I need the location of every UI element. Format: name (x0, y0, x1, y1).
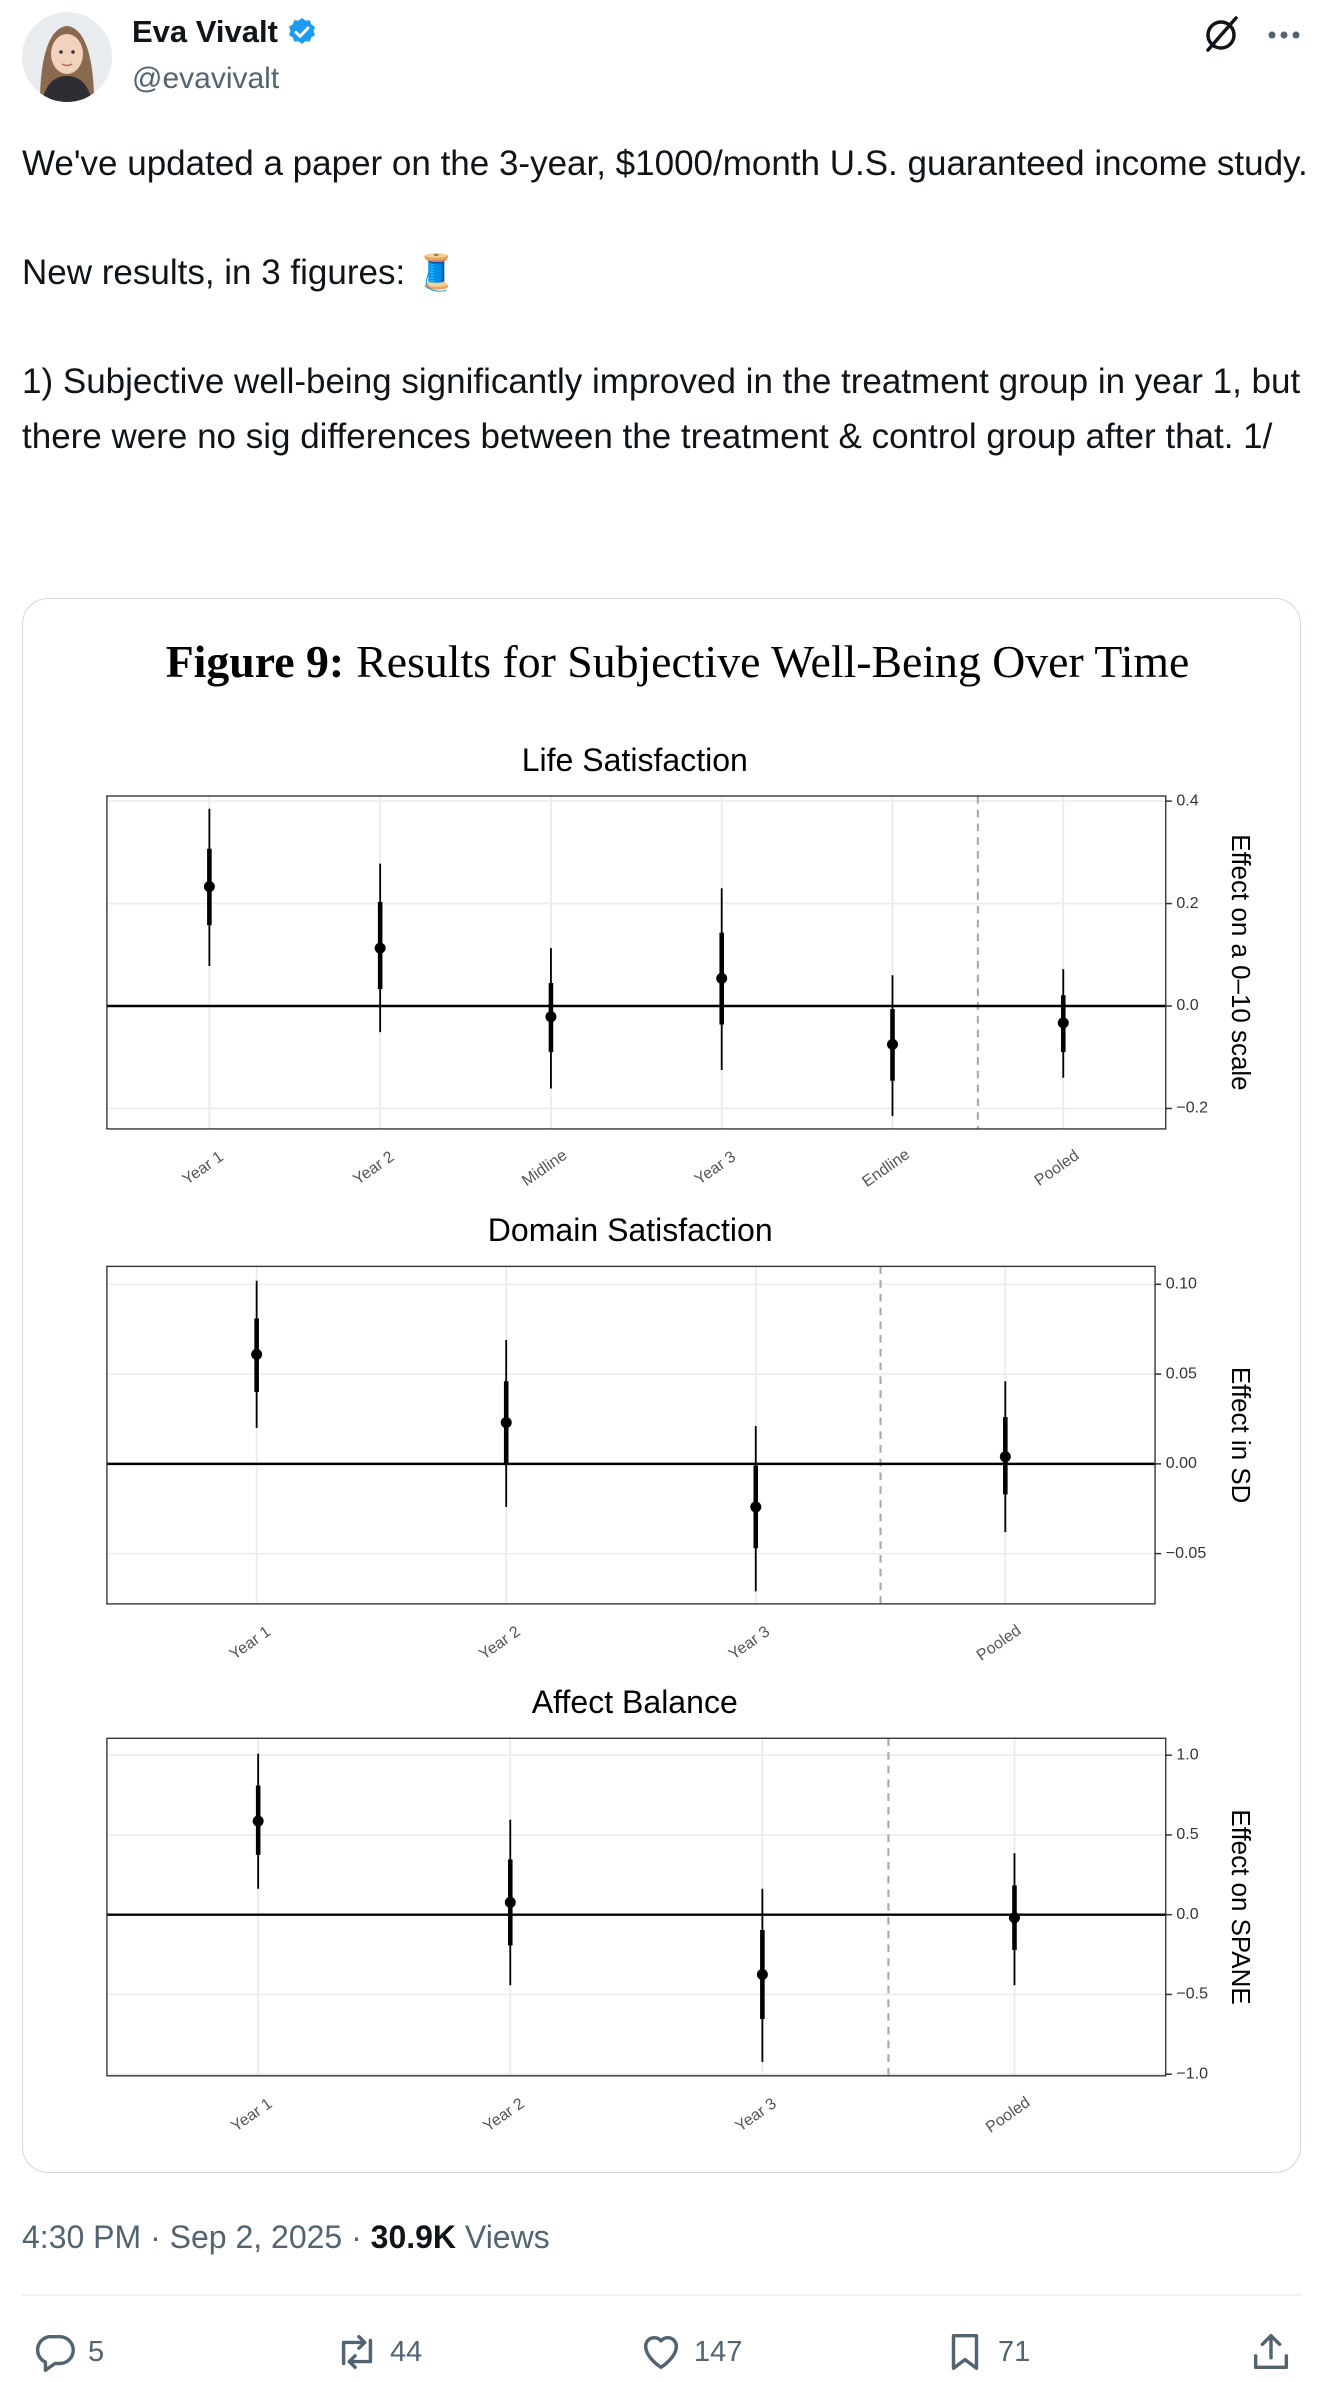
x-tick-label: Midline (518, 1146, 570, 1190)
point-estimate (1008, 1912, 1020, 1924)
y-tick-label: 0.0 (1176, 1905, 1198, 1923)
separator: · (150, 2219, 161, 2255)
like-count: 147 (694, 2335, 743, 2368)
divider (22, 2294, 1302, 2296)
grok-icon[interactable] (1206, 16, 1238, 52)
name-row[interactable]: Eva Vivalt (132, 14, 318, 50)
y-axis-label: Effect on a 0–10 scale (1226, 834, 1254, 1090)
author-name[interactable]: Eva Vivalt (132, 14, 278, 49)
x-tick-label: Year 2 (350, 1147, 398, 1188)
paragraph: We've updated a paper on the 3-year, $10… (22, 144, 1308, 183)
x-tick-label: Year 3 (691, 1147, 739, 1188)
plot-background (106, 1738, 1166, 2076)
y-tick-label: −0.2 (1176, 1099, 1208, 1117)
x-tick-label: Year 1 (226, 1622, 274, 1663)
point-estimate (999, 1451, 1011, 1463)
paragraph: New results, in 3 figures: 🧵 (22, 253, 459, 292)
x-tick-label: Year 1 (179, 1147, 227, 1188)
like-icon (643, 2335, 679, 2370)
plot-frame (106, 795, 1167, 1130)
point-estimate (374, 942, 386, 954)
x-tick-label: Year 2 (480, 2094, 528, 2135)
y-tick-label: 0.0 (1176, 996, 1198, 1014)
point-estimate (716, 972, 728, 984)
point-estimate (1057, 1017, 1069, 1029)
x-tick-label: Year 3 (732, 2094, 780, 2135)
y-tick-label: −0.05 (1166, 1544, 1207, 1562)
share-icon (1253, 2333, 1289, 2370)
x-tick-label: Pooled (1031, 1146, 1082, 1189)
figure-title-text: Results for Subjective Well-Being Over T… (356, 636, 1189, 687)
point-estimate (251, 1348, 263, 1360)
x-tick-label: Endline (859, 1145, 913, 1190)
point-estimate (750, 1501, 762, 1513)
y-tick-label: 0.4 (1176, 791, 1198, 809)
author-handle[interactable]: @evavivalt (132, 62, 280, 95)
paragraph: 1) Subjective well-being significantly i… (22, 362, 1301, 456)
point-estimate (887, 1038, 898, 1050)
y-tick-label: 0.5 (1176, 1825, 1198, 1843)
tweet-text: We've updated a paper on the 3-year, $10… (22, 137, 1317, 519)
point-estimate (203, 881, 215, 893)
bookmark-count: 71 (998, 2335, 1031, 2368)
plot-background (106, 796, 1166, 1129)
views-count: 30.9K (370, 2219, 457, 2255)
more-icon[interactable] (1268, 31, 1300, 39)
point-estimate (500, 1417, 512, 1429)
x-tick-label: Year 3 (725, 1622, 773, 1663)
verified-badge (288, 18, 315, 44)
x-tick-label: Pooled (973, 1621, 1024, 1664)
y-tick-label: 1.0 (1176, 1745, 1198, 1763)
point-estimate (504, 1896, 516, 1908)
repost-icon (341, 2334, 373, 2370)
like-button[interactable]: 147 (638, 2326, 742, 2378)
x-tick-label: Year 2 (476, 1622, 524, 1663)
bookmark-button[interactable]: 71 (942, 2326, 1030, 2378)
panel-title: Affect Balance (532, 1684, 738, 1720)
reply-count: 5 (88, 2335, 105, 2368)
figure-label: Figure 9: (166, 636, 344, 687)
y-tick-label: −0.5 (1176, 1985, 1208, 2003)
views-label: Views (464, 2219, 550, 2255)
panel-title: Domain Satisfaction (488, 1212, 773, 1248)
figure-title: Figure 9: Results for Subjective Well-Bei… (166, 636, 1190, 687)
y-axis-label: Effect on SPANE (1226, 1809, 1254, 2004)
share-button[interactable] (1248, 2326, 1294, 2378)
y-tick-label: 0.05 (1166, 1364, 1197, 1382)
point-estimate (545, 1011, 557, 1023)
y-tick-label: 0.2 (1176, 894, 1198, 912)
top-icons (1206, 16, 1300, 52)
y-tick-label: 0.10 (1166, 1275, 1197, 1293)
tweet-meta: 4:30 PM · Sep 2, 2025 · 30.9K Views (22, 2210, 550, 2264)
separator: · (351, 2219, 362, 2255)
reply-button[interactable]: 5 (32, 2326, 104, 2378)
plot-background (106, 1266, 1156, 1604)
figure: Figure 9: Results for Subjective Well-Bei… (106, 636, 1254, 2137)
plot-frame (106, 1265, 1156, 1605)
repost-button[interactable]: 44 (334, 2326, 422, 2378)
point-estimate (756, 1969, 768, 1981)
y-tick-label: −1.0 (1176, 2064, 1208, 2082)
x-tick-label: Pooled (982, 2093, 1033, 2136)
panel-title: Life Satisfaction (522, 742, 748, 778)
y-tick-label: 0.00 (1166, 1454, 1197, 1472)
reply-icon (35, 2334, 75, 2372)
bookmark-icon (951, 2333, 979, 2371)
point-estimate (252, 1815, 264, 1827)
repost-count: 44 (390, 2335, 423, 2368)
media-card[interactable]: Figure 9: Results for Subjective Well-Bei… (22, 598, 1301, 2173)
avatar[interactable] (22, 12, 112, 102)
time[interactable]: 4:30 PM (22, 2219, 142, 2255)
y-axis-label: Effect in SD (1226, 1367, 1254, 1504)
x-tick-label: Year 1 (228, 2094, 276, 2135)
plot-frame (106, 1737, 1167, 2077)
date[interactable]: Sep 2, 2025 (169, 2219, 343, 2255)
